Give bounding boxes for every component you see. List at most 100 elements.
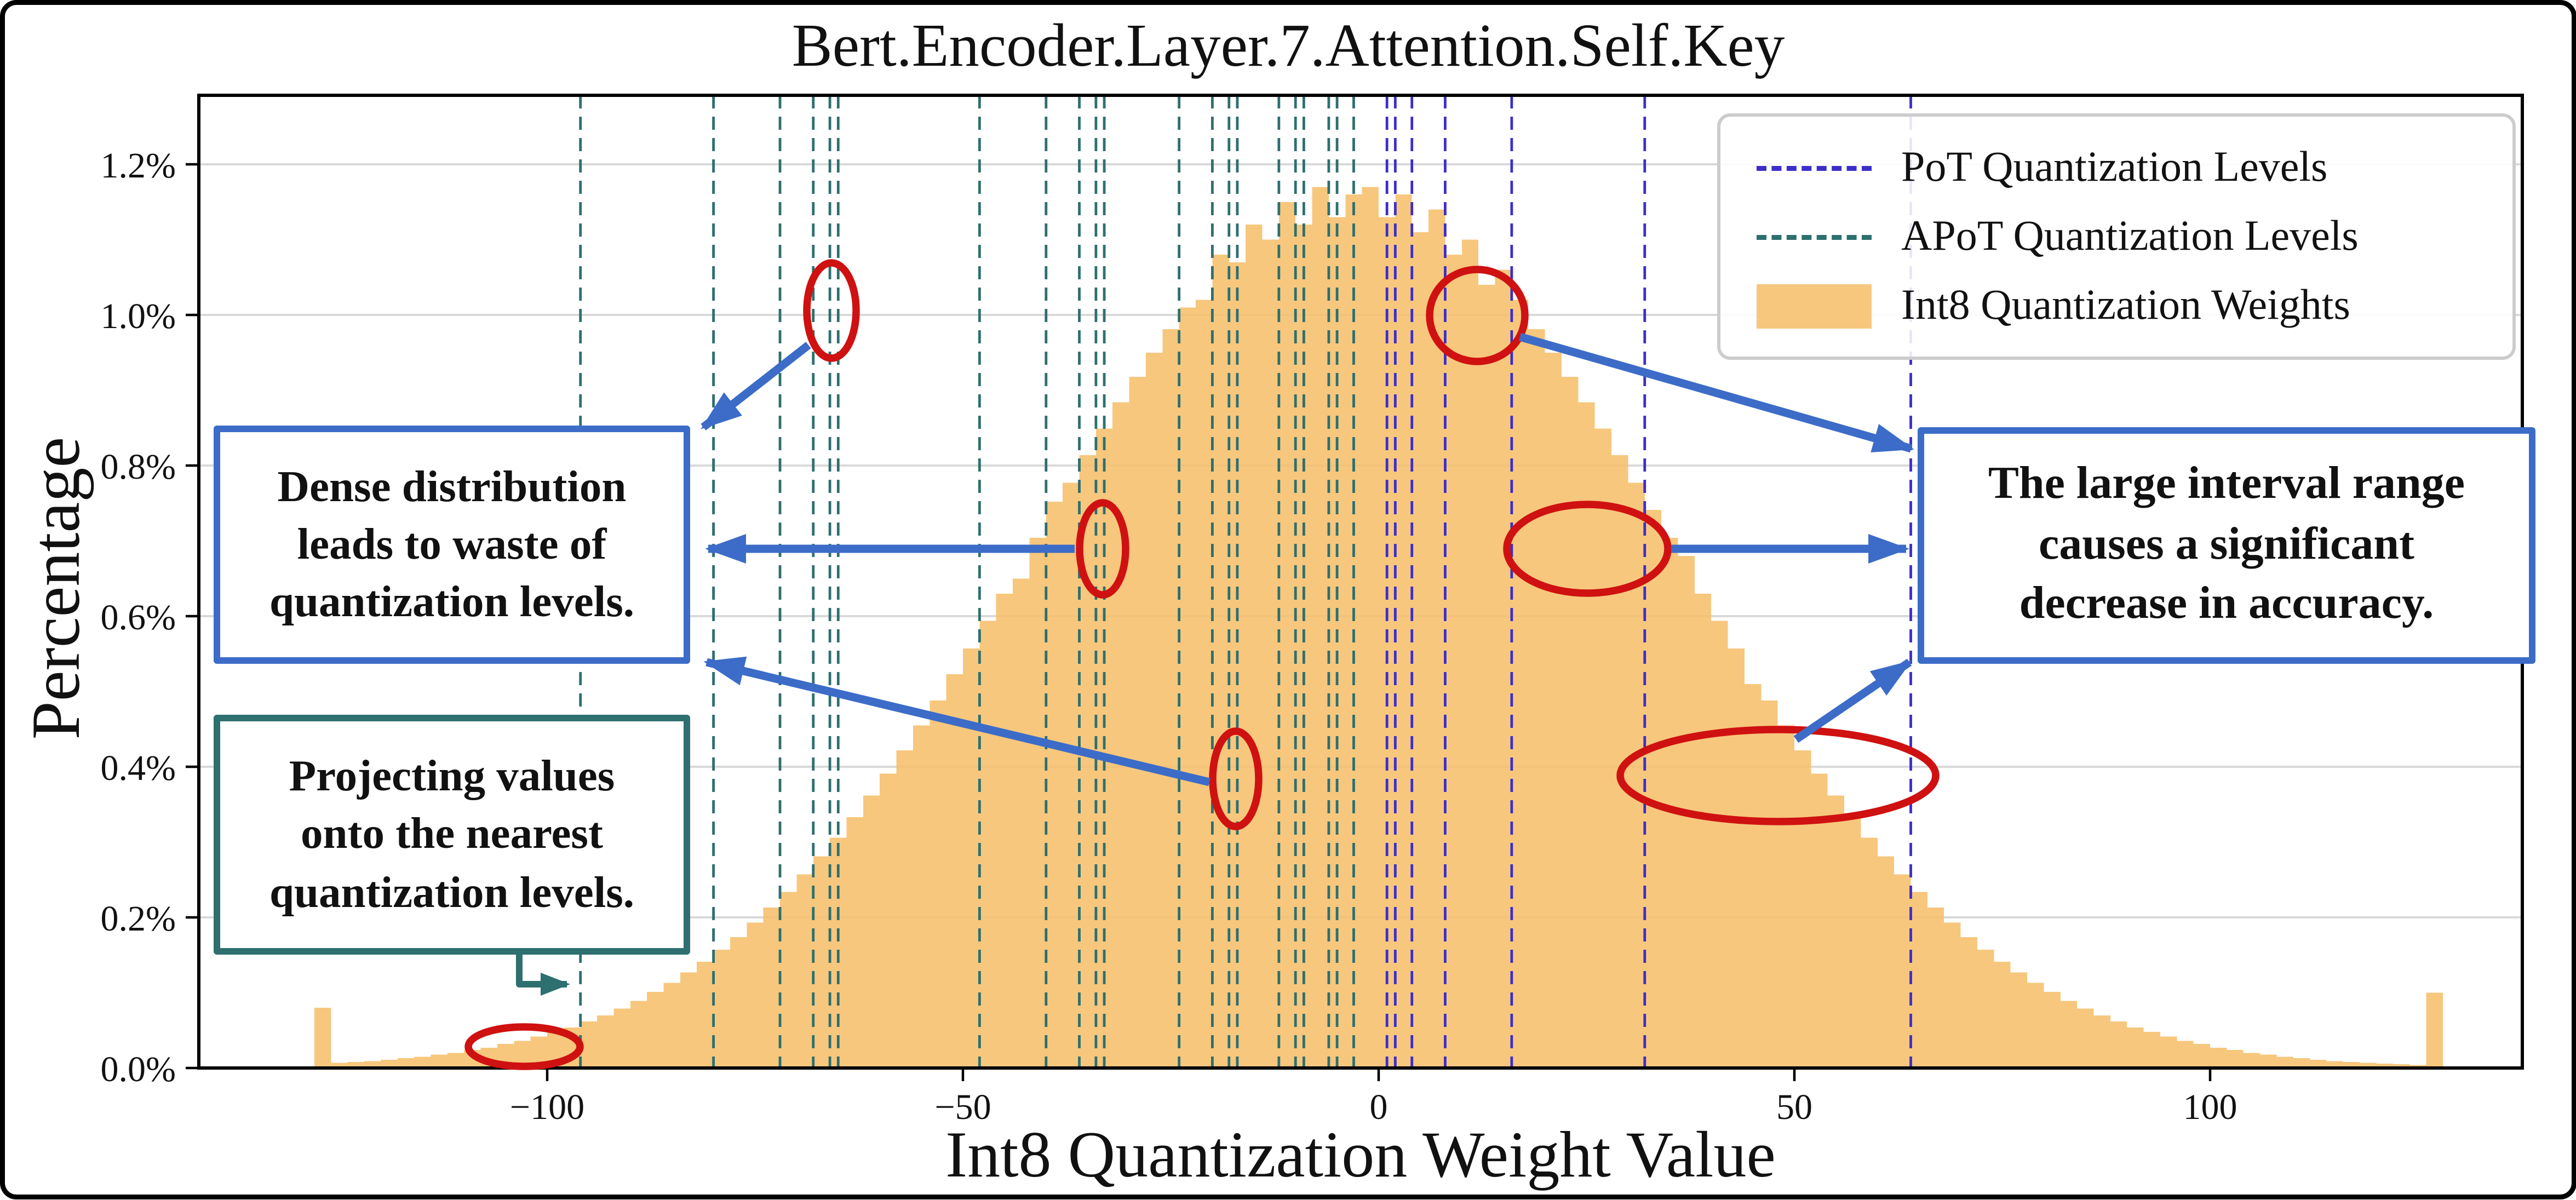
- histogram-bar: [680, 972, 697, 1068]
- histogram-bar: [2326, 1061, 2343, 1068]
- histogram-bar: [1013, 578, 1030, 1068]
- histogram-bar: [2293, 1058, 2310, 1068]
- histogram-bar: [314, 1008, 331, 1068]
- y-tick-label: 1.0%: [101, 296, 176, 336]
- histogram-bar: [630, 1001, 647, 1068]
- histogram-bar: [447, 1053, 464, 1068]
- histogram-bar: [1428, 209, 1445, 1068]
- histogram-bar: [2093, 1015, 2110, 1068]
- histogram-bar: [1029, 538, 1046, 1068]
- histogram-bar: [597, 1015, 614, 1068]
- x-tick-label: 100: [2183, 1087, 2237, 1127]
- histogram-bar: [730, 937, 747, 1068]
- histogram-bar: [930, 701, 946, 1068]
- histogram-bar: [1445, 255, 1462, 1069]
- histogram-bar: [1262, 239, 1279, 1069]
- x-tick-label: 0: [1370, 1087, 1388, 1127]
- legend-entry-int8: Int8 Quantization Weights: [1720, 281, 2512, 330]
- histogram-bar: [364, 1061, 381, 1068]
- chart-canvas: −100 −50 0 50 100 0.0% 0.2% 0.4% 0.6% 0.8% 1.0% 1.2…: [101, 94, 2524, 1127]
- y-axis-label: Percentage: [20, 437, 95, 740]
- pot-dashed-line-swatch: [1757, 165, 1872, 170]
- histogram-bar: [1644, 510, 1662, 1068]
- histogram-bar: [1063, 483, 1080, 1068]
- chart-title: Bert.Encoder.Layer.7.Attention.Self.Key: [791, 13, 1785, 81]
- legend-entry-apot: APoT Quantization Levels: [1720, 212, 2512, 261]
- histogram-bar: [431, 1054, 447, 1068]
- histogram-bar: [1960, 937, 1977, 1068]
- projection-arrow: [516, 955, 570, 996]
- histogram-bar: [2044, 992, 2061, 1068]
- histogram-bar: [1694, 593, 1712, 1068]
- legend-label: Int8 Quantization Weights: [1901, 281, 2350, 329]
- histogram-bar: [1777, 725, 1794, 1068]
- histogram-bar: [1761, 701, 1778, 1068]
- histogram-bar: [2160, 1036, 2177, 1068]
- y-tick-label: 0.8%: [101, 447, 176, 487]
- histogram-bar: [1112, 402, 1129, 1068]
- y-tick-label: 0.0%: [101, 1049, 176, 1089]
- histogram-bar: [1129, 376, 1146, 1068]
- histogram-bar: [1911, 892, 1927, 1068]
- histogram-bar: [2060, 1001, 2078, 1068]
- annotation-arrow: [701, 342, 811, 430]
- histogram-bar: [1196, 300, 1213, 1068]
- legend-label: APoT Quantization Levels: [1901, 212, 2359, 260]
- histogram-bar: [1827, 795, 1845, 1068]
- histogram-bar: [381, 1059, 398, 1068]
- histogram-bar: [946, 674, 963, 1068]
- legend: PoT Quantization Levels APoT Quantizatio…: [1717, 113, 2516, 360]
- histogram-bar: [697, 962, 714, 1068]
- histogram-bar: [2027, 983, 2044, 1068]
- histogram-bar: [2426, 992, 2443, 1068]
- histogram-bar: [1578, 402, 1595, 1068]
- histogram-bar: [1179, 307, 1196, 1068]
- histogram-bar: [1162, 329, 1179, 1068]
- histogram-bar: [1478, 285, 1495, 1068]
- histogram-bar: [1794, 750, 1811, 1068]
- histogram-bar: [2360, 1063, 2377, 1068]
- histogram-bar: [414, 1057, 431, 1068]
- histogram-bar: [1495, 269, 1512, 1068]
- y-tick-label: 0.2%: [101, 899, 176, 939]
- annotation-arrow: [703, 656, 1210, 786]
- histogram-bar: [796, 874, 813, 1068]
- histogram-bar: [347, 1062, 365, 1068]
- histogram-bar: [1594, 428, 1612, 1068]
- histogram-bar: [2393, 1064, 2410, 1068]
- histogram-bar: [747, 922, 764, 1068]
- histogram-bar: [2193, 1044, 2210, 1068]
- histogram-bar: [2110, 1021, 2127, 1068]
- highlight-ellipse-pot-low: [1616, 726, 1940, 825]
- histogram-bar: [1046, 502, 1063, 1068]
- histogram-bar: [1844, 817, 1861, 1068]
- annotation-dense-distribution: Dense distribution leads to waste of qua…: [214, 426, 690, 664]
- histogram-bar: [1246, 225, 1263, 1068]
- histogram-bar: [1711, 621, 1728, 1068]
- histogram-bar: [2343, 1062, 2360, 1068]
- histogram-bar: [713, 950, 730, 1068]
- histogram-bar: [647, 992, 664, 1068]
- histogram-bar: [1744, 684, 1762, 1068]
- histogram-bar: [2143, 1032, 2160, 1068]
- histogram-bar: [896, 750, 913, 1068]
- histogram-bar: [1661, 538, 1678, 1068]
- histogram-bar: [1545, 352, 1562, 1068]
- legend-entry-pot: PoT Quantization Levels: [1720, 143, 2512, 192]
- histogram-bar: [663, 983, 680, 1068]
- histogram-bar: [2077, 1008, 2094, 1068]
- histogram-bar: [1461, 239, 1479, 1069]
- histogram-bar: [1894, 874, 1911, 1068]
- histogram-bar: [1395, 194, 1412, 1068]
- histogram-bar: [1212, 255, 1229, 1069]
- histogram-bar: [1511, 300, 1529, 1068]
- histogram-bar: [1944, 922, 1961, 1068]
- histogram-bar: [813, 856, 830, 1068]
- histogram-bar: [780, 892, 797, 1068]
- histogram-bar: [2127, 1027, 2144, 1068]
- histogram-bar: [2260, 1054, 2277, 1068]
- histogram-bar: [2310, 1059, 2327, 1068]
- histogram-bar: [1628, 483, 1645, 1068]
